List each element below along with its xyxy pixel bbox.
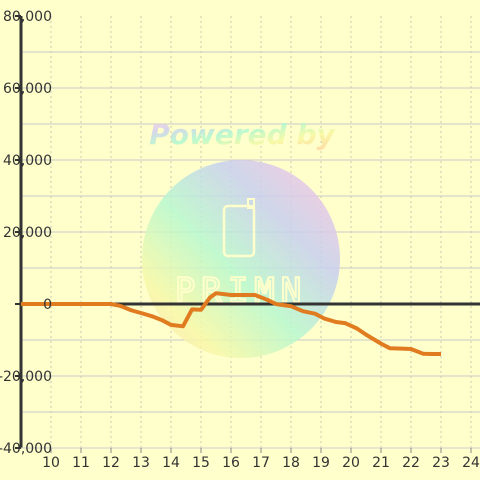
y-tick-label: 80,000 — [3, 9, 52, 25]
y-tick-label: -20,000 — [0, 369, 52, 385]
y-tick-label: 60,000 — [3, 81, 52, 97]
x-tick-label: 11 — [72, 455, 90, 471]
y-tick-label: 40,000 — [3, 153, 52, 169]
x-tick-label: 19 — [312, 455, 330, 471]
watermark-disc — [142, 160, 340, 358]
x-tick-label: 10 — [42, 455, 60, 471]
y-tick-label: 20,000 — [3, 225, 52, 241]
x-tick-label: 23 — [432, 455, 450, 471]
watermark-phone-icon — [222, 204, 256, 258]
x-tick-label: 14 — [162, 455, 180, 471]
y-tick-label: 0 — [43, 297, 52, 313]
x-tick-label: 24 — [462, 455, 480, 471]
x-tick-label: 17 — [252, 455, 270, 471]
x-tick-label: 18 — [282, 455, 300, 471]
x-tick-label: 13 — [132, 455, 150, 471]
x-tick-label: 12 — [102, 455, 120, 471]
watermark-powered-text: Powered by — [149, 118, 336, 151]
x-tick-label: 20 — [342, 455, 360, 471]
x-tick-label: 15 — [192, 455, 210, 471]
x-tick-label: 16 — [222, 455, 240, 471]
series-layer — [21, 291, 441, 356]
tick-labels: -40,000 -20,000 0 20,000 40,000 60,000 80,000 1… — [0, 9, 480, 471]
y-tick-label: -40,000 — [0, 441, 52, 457]
series-line-0 — [21, 291, 441, 356]
x-tick-label: 21 — [372, 455, 390, 471]
watermark: Powered by PRIMN — [142, 118, 340, 358]
watermark-phone-antenna — [247, 198, 255, 209]
x-tick-label: 22 — [402, 455, 420, 471]
